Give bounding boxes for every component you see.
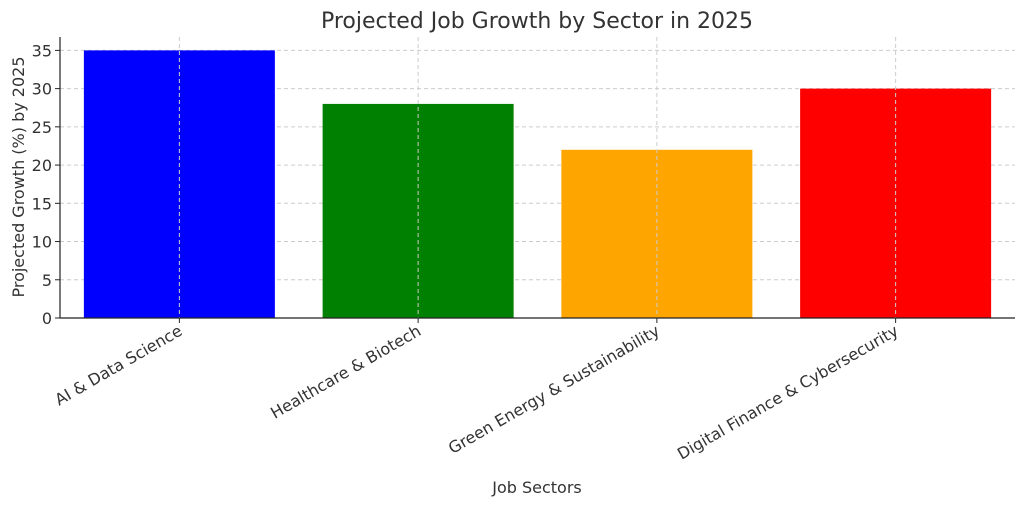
bars (83, 50, 992, 319)
bar (800, 88, 992, 318)
grid-lines-overlay (178, 37, 897, 318)
x-tick-label: Digital Finance & Cybersecurity (674, 321, 902, 463)
y-tick-label: 20 (32, 156, 52, 175)
y-tick-label: 15 (32, 194, 52, 213)
x-tick-label: Healthcare & Biotech (267, 321, 424, 423)
y-tick-label: 10 (32, 233, 52, 252)
y-tick-label: 25 (32, 118, 52, 137)
x-axis-label: Job Sectors (491, 478, 582, 497)
y-tick-label: 5 (42, 271, 52, 290)
x-tick-label: Green Energy & Sustainability (445, 321, 663, 458)
chart-title: Projected Job Growth by Sector in 2025 (321, 9, 753, 34)
y-tick-label: 30 (32, 80, 52, 99)
x-tick-label: AI & Data Science (51, 321, 185, 409)
y-axis-label: Projected Growth (%) by 2025 (9, 56, 28, 297)
y-tick-label: 0 (42, 309, 52, 328)
y-tick-label: 35 (32, 41, 52, 60)
